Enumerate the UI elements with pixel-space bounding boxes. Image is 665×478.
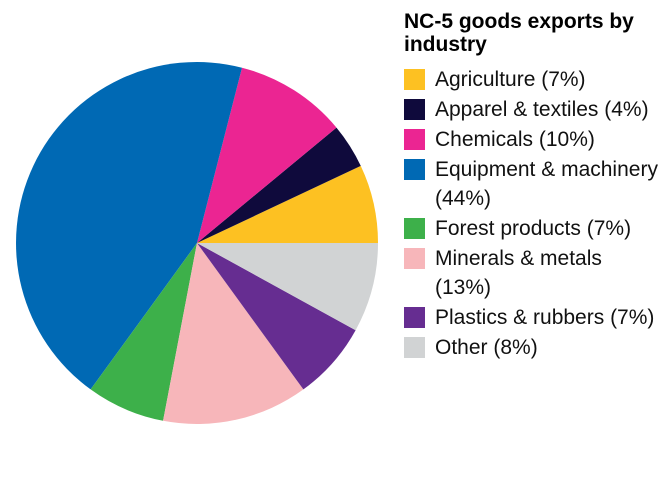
pie-slice-plastics-rubbers [197,243,356,390]
legend-swatch [404,99,425,120]
pie-slice-equipment-machinery [16,62,243,390]
legend-swatch [404,218,425,239]
legend-label: Forest products (7%) [435,217,632,240]
legend-item-equipment-machinery: Equipment & machinery (44%) [404,155,662,213]
legend-label: Chemicals (10%) [435,128,595,151]
legend-item-forest-products: Forest products (7%) [404,214,662,243]
pie-slice-forest-products [90,243,197,421]
legend-items: Agriculture (7%) Apparel & textiles (4%) C… [404,65,662,362]
legend-label: Minerals & metals (13%) [435,247,602,299]
pie-slice-minerals-metals [163,243,304,424]
legend-label: Plastics & rubbers (7%) [435,306,655,329]
legend-item-chemicals: Chemicals (10%) [404,125,662,154]
legend-swatch [404,248,425,269]
pie-slice-chemicals [197,67,337,243]
legend-label: Apparel & textiles (4%) [435,98,649,121]
legend-item-plastics-rubbers: Plastics & rubbers (7%) [404,303,662,332]
pie-slice-apparel-textiles [197,127,361,243]
legend-label: Equipment & machinery (44%) [435,158,658,210]
legend-item-minerals-metals: Minerals & metals (13%) [404,244,662,302]
legend-label: Agriculture (7%) [435,68,586,91]
legend-swatch [404,69,425,90]
legend-swatch [404,307,425,328]
legend-swatch [404,337,425,358]
chart-title: NC-5 goods exports by industry [404,10,634,56]
pie-slice-other [197,243,378,331]
pie-chart [16,62,378,424]
legend: NC-5 goods exports by industry Agricultu… [404,10,662,363]
legend-swatch [404,159,425,180]
legend-item-other: Other (8%) [404,333,662,362]
legend-item-agriculture: Agriculture (7%) [404,65,662,94]
legend-item-apparel-textiles: Apparel & textiles (4%) [404,95,662,124]
pie-slice-agriculture [197,165,378,243]
legend-swatch [404,129,425,150]
legend-label: Other (8%) [435,336,538,359]
